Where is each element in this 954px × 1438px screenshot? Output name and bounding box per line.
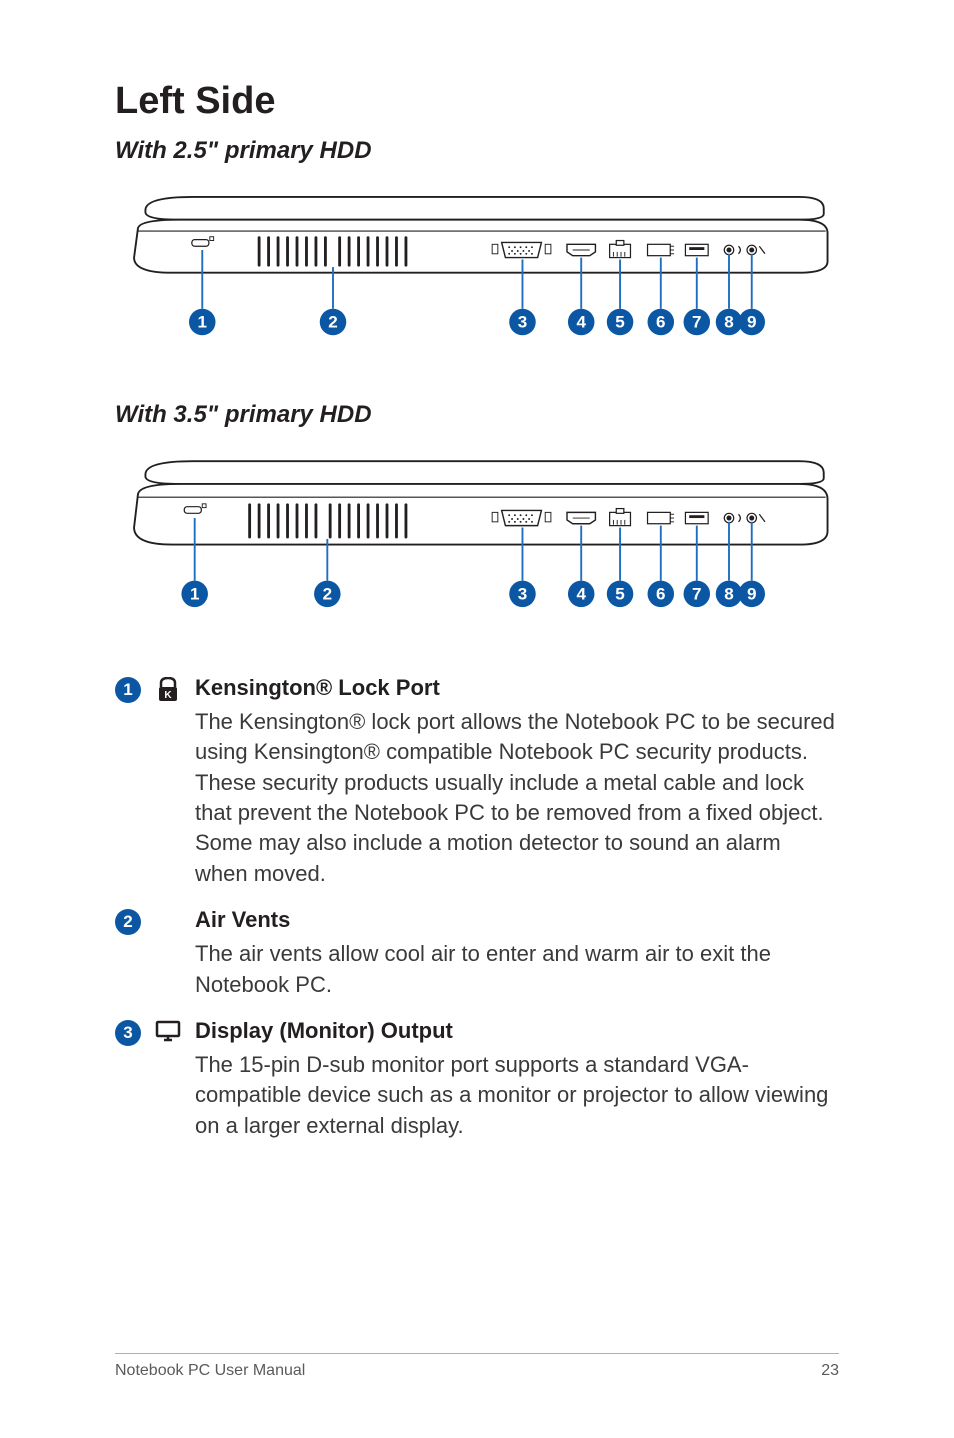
subtitle-35: With 3.5" primary HDD	[115, 401, 839, 429]
svg-text:1: 1	[198, 313, 207, 332]
svg-text:2: 2	[328, 313, 337, 332]
svg-text:2: 2	[323, 585, 332, 604]
svg-text:4: 4	[576, 313, 586, 332]
badge-2: 2	[115, 909, 141, 935]
badge-3: 3	[115, 1020, 141, 1046]
desc-item-1: 1 K Kensington® Lock Port The Kensington…	[115, 675, 839, 889]
svg-text:1: 1	[190, 585, 199, 604]
svg-text:K: K	[164, 690, 172, 701]
svg-text:9: 9	[747, 585, 756, 604]
desc-body-3: The 15-pin D-sub monitor port supports a…	[195, 1050, 839, 1141]
desc-title-2: Air Vents	[195, 907, 839, 933]
monitor-icon	[153, 1020, 183, 1042]
diagram-25hdd: 1 2 3 4 5 6 7 8 9	[115, 183, 839, 353]
desc-title-3: Display (Monitor) Output	[195, 1018, 839, 1044]
laptop-side-35-svg: 1 2 3 4 5 6 7 8 9	[117, 447, 837, 627]
page-title: Left Side	[115, 80, 839, 123]
svg-text:8: 8	[724, 585, 733, 604]
desc-title-1: Kensington® Lock Port	[195, 675, 839, 701]
svg-text:8: 8	[724, 313, 733, 332]
svg-text:9: 9	[747, 313, 756, 332]
svg-text:3: 3	[518, 585, 527, 604]
svg-text:3: 3	[518, 313, 527, 332]
footer-page-number: 23	[821, 1362, 839, 1380]
svg-text:7: 7	[692, 585, 701, 604]
footer-left: Notebook PC User Manual	[115, 1362, 305, 1380]
kensington-lock-icon: K	[153, 677, 183, 703]
desc-item-2: 2 Air Vents The air vents allow cool air…	[115, 907, 839, 1000]
svg-text:6: 6	[656, 313, 665, 332]
subtitle-25: With 2.5" primary HDD	[115, 137, 839, 165]
svg-text:4: 4	[576, 585, 586, 604]
badge-1: 1	[115, 677, 141, 703]
desc-item-3: 3 Display (Monitor) Output The 15-pin D-…	[115, 1018, 839, 1141]
desc-body-1: The Kensington® lock port allows the Not…	[195, 707, 839, 889]
svg-text:6: 6	[656, 585, 665, 604]
svg-text:5: 5	[615, 585, 624, 604]
svg-text:5: 5	[615, 313, 624, 332]
page-footer: Notebook PC User Manual 23	[115, 1353, 839, 1380]
svg-text:7: 7	[692, 313, 701, 332]
diagram-35hdd: 1 2 3 4 5 6 7 8 9	[115, 447, 839, 627]
desc-body-2: The air vents allow cool air to enter an…	[195, 939, 839, 1000]
description-list: 1 K Kensington® Lock Port The Kensington…	[115, 675, 839, 1141]
laptop-side-25-svg: 1 2 3 4 5 6 7 8 9	[117, 183, 837, 353]
